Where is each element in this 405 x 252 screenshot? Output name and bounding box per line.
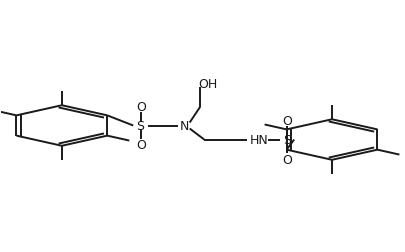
Text: S: S <box>136 119 144 133</box>
Text: OH: OH <box>198 78 217 90</box>
Text: HN: HN <box>249 134 267 146</box>
Text: S: S <box>282 134 290 146</box>
Text: N: N <box>180 119 189 133</box>
Text: O: O <box>136 100 145 113</box>
Text: O: O <box>136 139 145 152</box>
Text: O: O <box>281 114 292 127</box>
Text: O: O <box>281 153 292 166</box>
